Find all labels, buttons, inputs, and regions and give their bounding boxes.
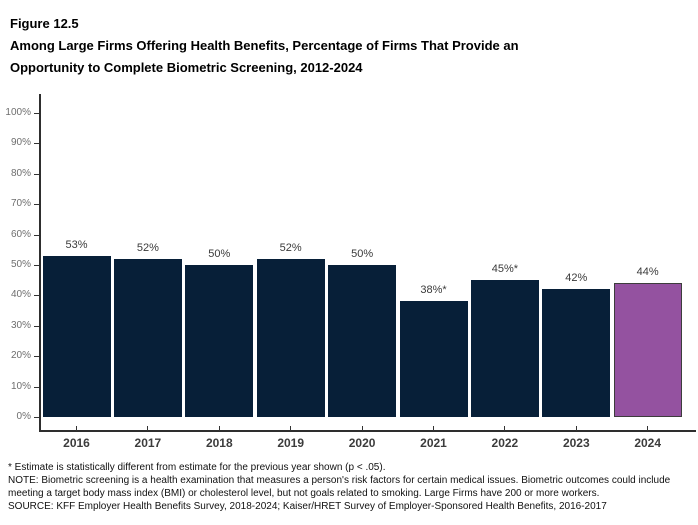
y-tick-label: 30% xyxy=(10,319,31,331)
x-axis-label: 2016 xyxy=(63,436,90,450)
bar xyxy=(113,258,182,417)
x-axis-label: 2018 xyxy=(205,436,233,450)
y-tick xyxy=(34,325,39,327)
footnote-source: SOURCE: KFF Employer Health Benefits Sur… xyxy=(8,501,607,512)
bar-value-label: 52% xyxy=(136,241,159,254)
y-tick-label: 70% xyxy=(10,198,31,210)
y-tick xyxy=(34,386,39,388)
y-tick-label: 10% xyxy=(10,380,31,392)
chart-header: Figure 12.5 Among Large Firms Offering H… xyxy=(10,13,680,79)
figure-title-line-2: Opportunity to Complete Biometric Screen… xyxy=(10,60,363,75)
y-tick-label: 60% xyxy=(10,228,31,240)
x-tick xyxy=(147,426,149,431)
bar xyxy=(470,280,539,417)
y-tick xyxy=(34,204,39,206)
y-tick xyxy=(34,295,39,297)
x-tick xyxy=(76,426,77,431)
x-tick xyxy=(361,426,363,431)
bar-chart: 0% 10% 20% 30% 40% 50% 60% 70% 80% 90% 100% 53% 2016… xyxy=(0,94,698,474)
bar-value-label: 50% xyxy=(351,248,374,260)
x-tick xyxy=(647,426,649,431)
x-axis-label: 2019 xyxy=(277,436,305,450)
bar xyxy=(328,265,397,417)
y-axis-line xyxy=(39,94,41,432)
bar-value-label: 52% xyxy=(279,241,302,254)
y-tick-label: 40% xyxy=(10,289,31,301)
y-tick-label: 50% xyxy=(10,259,31,270)
y-tick xyxy=(34,265,39,266)
bar-value-label: 42% xyxy=(565,272,588,285)
y-tick xyxy=(34,113,39,114)
x-tick xyxy=(433,426,434,431)
y-tick xyxy=(34,143,39,145)
y-tick xyxy=(34,173,39,175)
x-tick xyxy=(218,426,220,431)
bar xyxy=(542,289,611,417)
figure-title-line-1: Among Large Firms Offering Health Benefi… xyxy=(10,38,519,53)
bar-value-label: 45%* xyxy=(491,263,519,276)
x-axis-label: 2020 xyxy=(348,436,376,450)
y-tick-label: 80% xyxy=(10,167,31,179)
bar xyxy=(613,283,682,417)
x-axis-label: 2023 xyxy=(562,436,590,450)
footnote-note-line-2: meeting a target body mass index (BMI) o… xyxy=(8,488,600,499)
x-axis-label: 2017 xyxy=(134,436,162,450)
bar xyxy=(42,255,111,417)
x-tick xyxy=(290,426,292,431)
figure-title: Among Large Firms Offering Health Benefi… xyxy=(10,35,680,79)
y-tick xyxy=(34,356,39,358)
x-tick xyxy=(575,426,577,431)
bar xyxy=(256,258,325,417)
y-tick xyxy=(34,417,39,418)
bar-value-label: 44% xyxy=(636,266,659,279)
x-axis-label: 2024 xyxy=(634,436,662,450)
y-tick-label: 0% xyxy=(16,411,31,422)
bar-value-label: 38%* xyxy=(420,284,447,297)
y-tick-label: 100% xyxy=(5,107,31,118)
y-tick-label: 20% xyxy=(10,350,31,362)
y-tick xyxy=(34,234,39,236)
x-axis-line xyxy=(39,430,696,432)
x-tick xyxy=(504,426,506,431)
figure-number: Figure 12.5 xyxy=(10,16,79,31)
footnote-note-line-1: NOTE: Biometric screening is a health ex… xyxy=(8,475,671,486)
footnotes: * Estimate is statistically different fr… xyxy=(8,461,694,513)
bar xyxy=(399,301,468,417)
y-tick-label: 90% xyxy=(10,137,31,149)
bar-value-label: 50% xyxy=(208,248,231,260)
bar-value-label: 53% xyxy=(65,238,88,251)
x-axis-label: 2022 xyxy=(491,436,519,450)
footnote-asterisk: * Estimate is statistically different fr… xyxy=(8,462,386,473)
bar xyxy=(185,265,254,417)
x-axis-label: 2021 xyxy=(420,436,447,450)
